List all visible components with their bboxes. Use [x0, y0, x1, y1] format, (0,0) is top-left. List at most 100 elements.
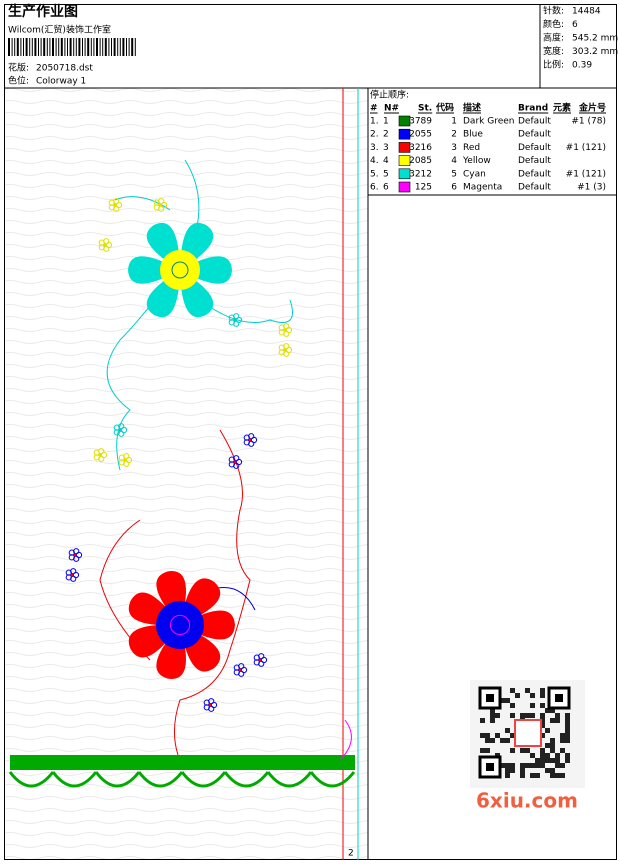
qr-cell — [540, 753, 545, 758]
bar — [90, 38, 92, 56]
scallop — [137, 771, 184, 788]
design: 2050718.dst — [36, 64, 93, 74]
border-band — [10, 755, 355, 770]
small-petal — [233, 313, 240, 320]
qr-cell — [555, 713, 560, 718]
sequin: #1 (78) — [571, 117, 606, 127]
bar — [52, 38, 54, 56]
qr-cell — [550, 768, 555, 773]
qr-cell — [565, 738, 570, 743]
stat-value: 303.2 mm — [572, 47, 618, 57]
row-num: 5. — [370, 169, 379, 179]
qr-cell — [550, 743, 555, 748]
bar — [25, 38, 28, 56]
embroidery-design — [8, 159, 356, 788]
bar — [69, 38, 72, 56]
qr-cell — [540, 763, 545, 768]
description: Cyan — [463, 169, 486, 179]
qr-cell — [490, 718, 495, 723]
stitches: 3789 — [409, 117, 432, 127]
small-petal — [233, 455, 240, 462]
row-num: 4. — [370, 156, 379, 166]
qr-cell — [540, 748, 545, 753]
scallop — [266, 771, 313, 788]
column-header: 代码 — [435, 102, 454, 114]
qr-cell — [510, 703, 515, 708]
bar — [128, 38, 130, 56]
bar — [113, 38, 116, 56]
label: 色位: — [8, 75, 29, 87]
qr-cell — [530, 773, 535, 778]
small-center — [208, 703, 212, 707]
stat-label: 高度: — [543, 32, 564, 44]
qr-cell — [565, 713, 570, 718]
column-header: N# — [384, 104, 399, 114]
qr-cell — [520, 773, 525, 778]
qr-cell — [550, 738, 555, 743]
small-petal — [248, 433, 255, 440]
brand: Default — [518, 169, 551, 179]
qr-cell — [550, 718, 555, 723]
color-swatch — [398, 142, 411, 153]
row-num: 6. — [370, 183, 379, 193]
qr-cell — [540, 713, 545, 718]
bar — [131, 38, 134, 56]
bar — [84, 38, 86, 56]
qr-cell — [545, 753, 550, 758]
code: 1 — [451, 117, 457, 127]
color-swatch — [398, 155, 411, 166]
qr-finder-core — [486, 694, 494, 702]
qr-cell — [560, 773, 565, 778]
qr-cell — [540, 718, 545, 723]
stat-label: 比例: — [543, 59, 564, 71]
small-center — [98, 453, 102, 457]
qr-cell — [550, 748, 555, 753]
qr-cell — [505, 698, 510, 703]
qr-cell — [505, 768, 510, 773]
row-num: 1. — [370, 117, 379, 127]
qr-cell — [550, 758, 555, 763]
small-center — [73, 553, 77, 557]
small-center — [103, 243, 107, 247]
column-header: 金片号 — [578, 102, 606, 114]
stat-label: 宽度: — [543, 45, 564, 57]
qr-cell — [565, 733, 570, 738]
petal — [128, 256, 180, 284]
qr-cell — [480, 748, 485, 753]
fabric — [5, 88, 368, 860]
qr-cell — [545, 728, 550, 733]
brand: Default — [518, 183, 551, 193]
vine — [174, 429, 251, 756]
qr-cell — [515, 693, 520, 698]
petal — [180, 256, 232, 284]
code: 5 — [451, 169, 457, 179]
column-header: 元素 — [553, 102, 571, 114]
qr-cell — [555, 758, 560, 763]
bar — [134, 38, 136, 56]
column-header: # — [370, 104, 378, 114]
bar — [34, 38, 37, 56]
qr-code — [470, 680, 585, 788]
qr-cell — [550, 708, 555, 713]
bar — [31, 38, 33, 56]
bar — [87, 38, 90, 56]
barcode — [8, 38, 136, 56]
brand: Default — [518, 130, 551, 140]
code: 6 — [451, 183, 457, 193]
bar — [75, 38, 77, 56]
small-center — [248, 438, 252, 442]
column-header: Brand — [518, 104, 548, 114]
small-petal — [73, 548, 80, 555]
bar — [78, 38, 81, 56]
company: Wilcom(汇贸)装饰工作室 — [8, 24, 111, 36]
qr-cell — [510, 713, 515, 718]
stitches: 2055 — [409, 130, 432, 140]
small-petal — [118, 423, 125, 430]
qr-cell — [540, 693, 545, 698]
description: Red — [463, 143, 480, 153]
qr-cell — [560, 748, 565, 753]
qr-cell — [510, 733, 515, 738]
scallop — [180, 771, 227, 788]
scallop — [51, 771, 98, 788]
